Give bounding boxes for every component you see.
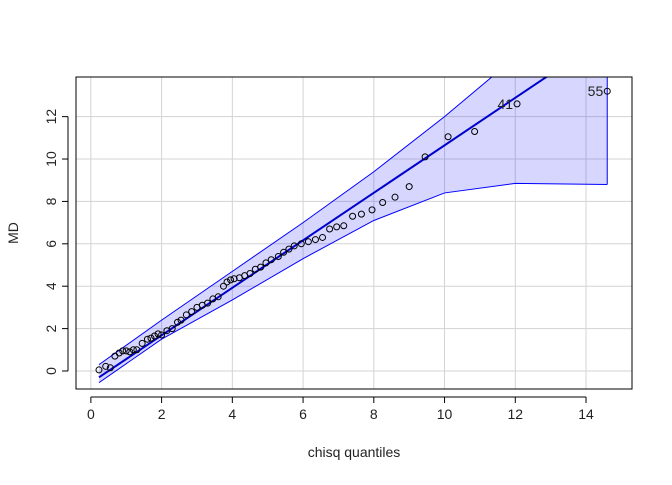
point xyxy=(147,334,155,342)
point xyxy=(246,269,254,277)
point xyxy=(405,183,413,191)
point xyxy=(326,225,334,233)
point xyxy=(513,100,521,108)
y-tick-label: 2 xyxy=(43,324,59,332)
point xyxy=(319,233,327,241)
plot-box xyxy=(75,76,633,390)
point xyxy=(219,282,227,290)
point xyxy=(421,153,429,161)
point xyxy=(285,245,293,253)
point xyxy=(230,275,238,283)
point xyxy=(274,253,282,261)
band-edge xyxy=(98,182,608,384)
point xyxy=(297,240,305,248)
y-tick-label: 8 xyxy=(43,197,59,205)
x-tick-label: 12 xyxy=(507,406,523,422)
y-tick-label: 6 xyxy=(43,240,59,248)
x-tick-label: 6 xyxy=(299,406,307,422)
y-tick-label: 4 xyxy=(43,282,59,290)
point xyxy=(158,331,166,339)
x-tick-label: 8 xyxy=(370,406,378,422)
point xyxy=(115,349,123,357)
point xyxy=(262,259,270,267)
point xyxy=(122,347,130,355)
point xyxy=(168,325,176,333)
y-axis-label: MD xyxy=(5,222,21,244)
point xyxy=(280,248,288,256)
reference-line xyxy=(98,77,549,379)
point xyxy=(340,222,348,230)
point xyxy=(177,316,185,324)
point xyxy=(267,256,275,264)
point xyxy=(102,362,110,370)
point xyxy=(154,330,162,338)
y-tick-label: 10 xyxy=(43,151,59,167)
point xyxy=(391,193,399,201)
point xyxy=(133,346,141,354)
point xyxy=(151,332,159,340)
point xyxy=(357,210,365,218)
point xyxy=(129,346,137,354)
point xyxy=(143,335,151,343)
plot-area xyxy=(98,77,608,384)
point xyxy=(368,206,376,214)
point xyxy=(204,299,212,307)
point xyxy=(126,348,134,356)
point xyxy=(106,364,114,372)
point xyxy=(471,127,479,135)
point xyxy=(119,347,127,355)
point xyxy=(379,198,387,206)
x-tick-label: 4 xyxy=(228,406,236,422)
point xyxy=(257,263,265,271)
point xyxy=(188,308,196,316)
point xyxy=(223,278,231,286)
point xyxy=(333,223,341,231)
point xyxy=(138,339,146,347)
point-label: 55 xyxy=(588,83,604,99)
band-edge xyxy=(98,77,493,366)
x-tick-label: 2 xyxy=(158,406,166,422)
point xyxy=(311,236,319,244)
point xyxy=(182,311,190,319)
point xyxy=(214,293,222,301)
point xyxy=(174,318,182,326)
x-axis-label: chisq quantiles xyxy=(308,444,401,460)
x-tick-label: 14 xyxy=(578,406,594,422)
y-tick-label: 12 xyxy=(43,109,59,125)
x-tick-label: 10 xyxy=(437,406,453,422)
point xyxy=(349,212,357,220)
point xyxy=(290,242,298,250)
point xyxy=(444,133,452,141)
point xyxy=(227,276,235,284)
x-tick-label: 0 xyxy=(87,406,95,422)
y-tick-label: 0 xyxy=(43,367,59,375)
point xyxy=(304,238,312,246)
point-label: 41 xyxy=(497,96,513,112)
point xyxy=(603,87,611,95)
confidence-band xyxy=(98,77,608,383)
point xyxy=(95,366,103,374)
